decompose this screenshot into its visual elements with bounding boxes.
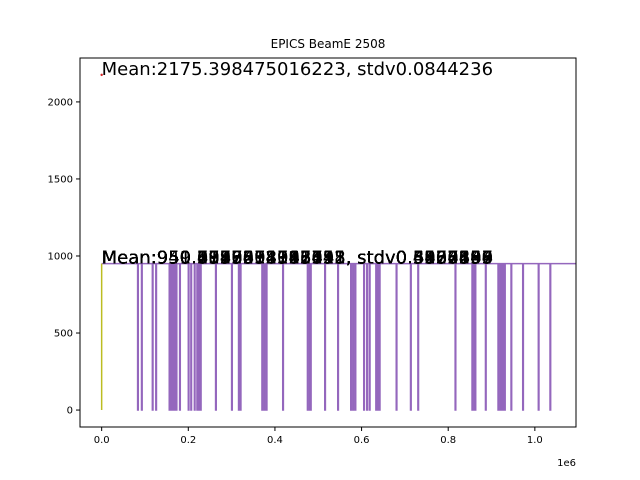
y-tick-label: 1000 — [48, 251, 73, 262]
x-tick-label: 0.8 — [440, 435, 456, 446]
y-tick-label: 0 — [67, 406, 73, 417]
annotation-mean-stdv: Mean:950.6123498712345, stdv0.5234567 — [102, 248, 493, 269]
annotation-mean-stdv: Mean:950.0012378945123, stdv0.3987654 — [102, 248, 493, 269]
y-tick-label: 2000 — [48, 97, 73, 108]
annotation-mean-stdv: Mean:949.8870012345611, stdv0.6123456 — [102, 248, 493, 269]
chart-title: EPICS BeamE 2508 — [271, 37, 386, 51]
series-line-dropout — [101, 262, 576, 411]
series-point-high — [100, 73, 103, 77]
x-tick-label: 0.6 — [354, 435, 370, 446]
annotation-mean-stdv: Mean:2175.398475016223, stdv0.0844236 — [102, 59, 493, 80]
x-tick-label: 0.4 — [267, 435, 283, 446]
y-tick-label: 500 — [54, 329, 73, 340]
x-tick-label: 1.0 — [527, 435, 543, 446]
annotation-mean-stdv: Mean:950.1187654321098, stdv0.4432109 — [102, 248, 493, 269]
annotation-mean-stdv: Mean:950.3349812367452, stdv0.4876543 — [102, 248, 493, 269]
annotation-mean-stdv: Mean:950.7756231098712, stdv0.5567890 — [102, 248, 493, 269]
x-tick-label: 0.0 — [94, 435, 110, 446]
y-tick-label: 1500 — [48, 174, 73, 185]
plot-area-frame — [79, 57, 577, 428]
x-tick-label: 0.2 — [180, 435, 196, 446]
x-offset-label: 1e6 — [557, 458, 576, 469]
annotation-mean-stdv: Mean:951.2935402116731, stdv0.4567890 — [102, 248, 493, 269]
annotation-mean-stdv: Mean:950.4997574183441, stdv0.5000234 — [102, 248, 493, 269]
